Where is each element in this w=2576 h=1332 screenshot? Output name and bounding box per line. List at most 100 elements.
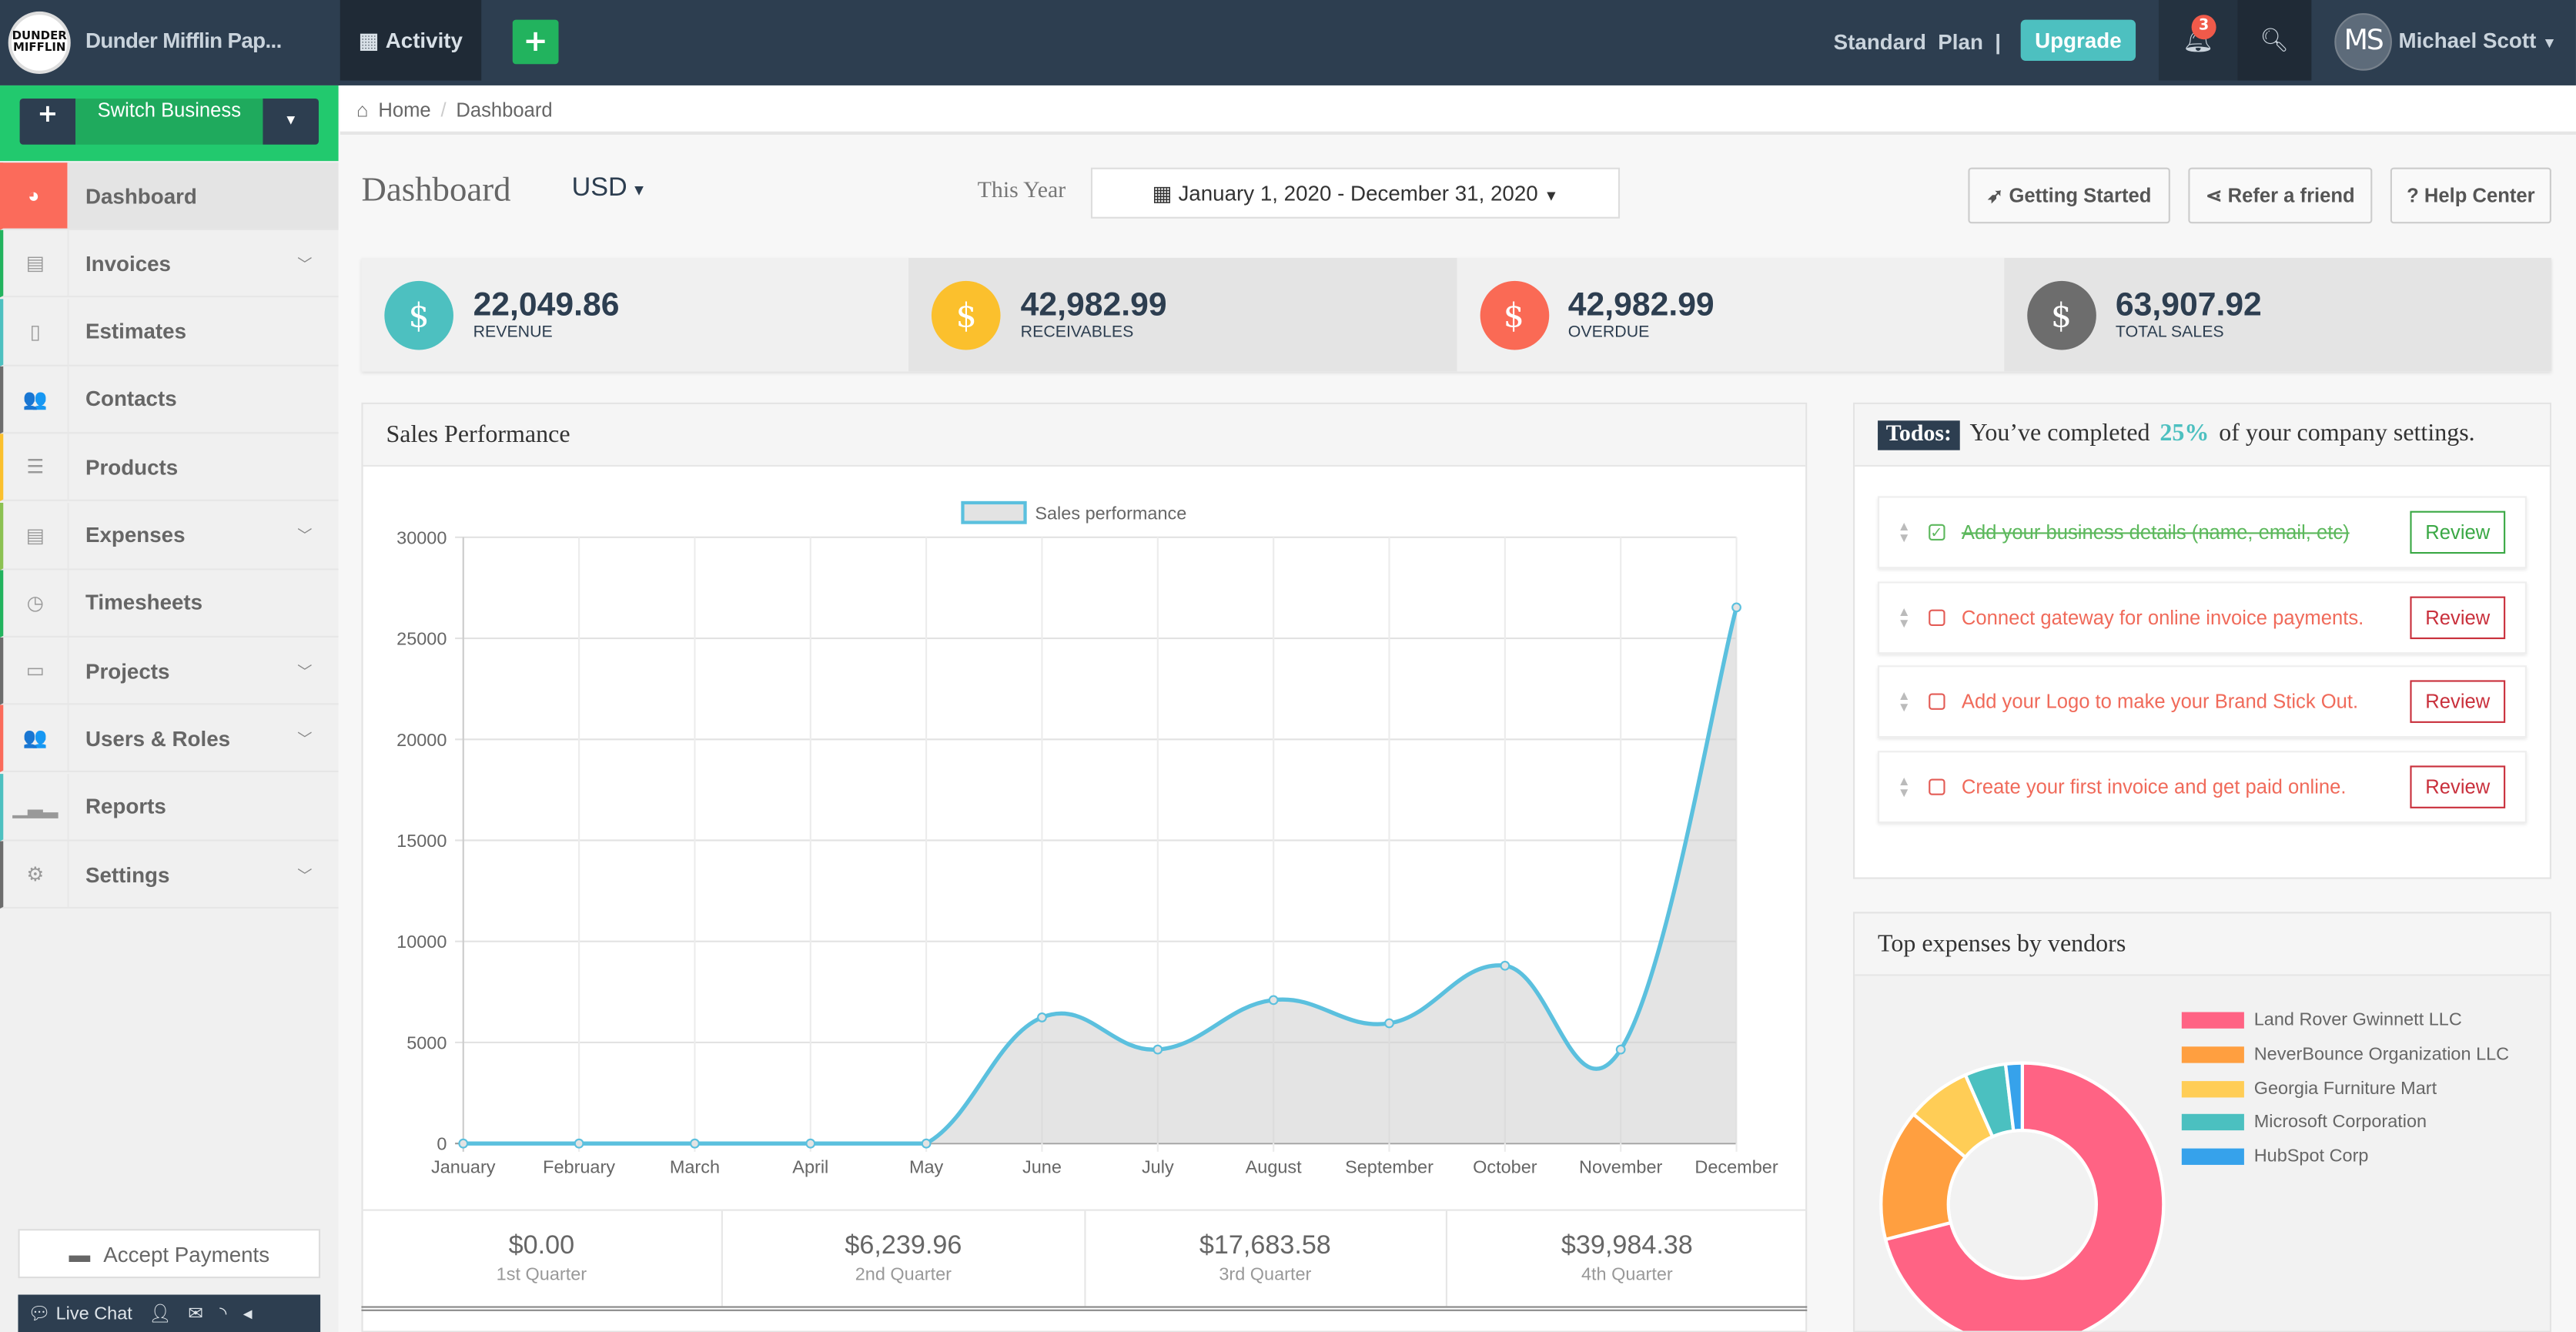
- donut-legend-item[interactable]: HubSpot Corp: [2181, 1147, 2368, 1166]
- business-name[interactable]: Dunder Mifflin Pap...: [85, 28, 282, 53]
- x-tick-label: October: [1473, 1157, 1537, 1177]
- x-tick-label: August: [1246, 1157, 1303, 1177]
- user-icon[interactable]: 👤︎: [149, 1304, 172, 1324]
- getting-started-button[interactable]: ➶ Getting Started: [1968, 167, 2170, 224]
- dollar-icon: $: [2026, 279, 2096, 350]
- live-chat-bar: 💬︎ Live Chat 👤︎ ✉ ◝ ◂: [18, 1294, 321, 1332]
- todo-item: ▲ ▼ Add your Logo to make your Brand Stick…: [1878, 665, 2527, 738]
- quarter-value: $0.00: [508, 1232, 575, 1260]
- stat-revenue[interactable]: $22,049.86 REVENUE: [361, 258, 909, 372]
- sidebar-item-contacts[interactable]: 👥 Contacts: [0, 366, 339, 434]
- stat-receivables[interactable]: $42,982.99 RECEIVABLES: [908, 258, 1457, 372]
- data-point: [458, 1138, 469, 1149]
- add-business-button[interactable]: +: [19, 99, 76, 145]
- review-button[interactable]: Review: [2410, 680, 2506, 723]
- stat-total-sales[interactable]: $63,907.92 TOTAL SALES: [2003, 258, 2551, 372]
- stat-overdue[interactable]: $42,982.99 OVERDUE: [1456, 258, 2004, 372]
- bell-icon[interactable]: 🔔︎: [2158, 0, 2238, 81]
- switch-business-button[interactable]: Switch Business: [75, 99, 263, 145]
- breadcrumb-home[interactable]: Home: [378, 99, 431, 122]
- donut-slice: [1883, 1061, 2166, 1331]
- donut-legend-item[interactable]: Land Rover Gwinnett LLC: [2181, 1010, 2462, 1030]
- sidebar-item-users-roles[interactable]: 👥 Users & Roles ﹀: [0, 705, 339, 773]
- quick-add-button[interactable]: +: [512, 19, 559, 65]
- x-tick-label: June: [1022, 1157, 1062, 1177]
- data-point: [921, 1138, 932, 1149]
- help-center-button[interactable]: ? Help Center: [2390, 167, 2551, 224]
- chart-legend[interactable]: Sales performance: [961, 500, 1186, 524]
- stat-value: 63,907.92: [2115, 287, 2262, 324]
- collapse-icon[interactable]: ◂: [243, 1304, 253, 1324]
- user-name: Michael Scott: [2398, 28, 2537, 53]
- activity-button[interactable]: ▦ Activity: [340, 0, 482, 81]
- todo-text: Connect gateway for online invoice payme…: [1961, 605, 2364, 629]
- currency-select[interactable]: USD ▾: [572, 174, 644, 203]
- refer-friend-button[interactable]: ⋖ Refer a friend: [2188, 167, 2373, 224]
- drag-handle-icon[interactable]: ▲ ▼: [1897, 519, 1911, 546]
- dashboard-icon: ◕: [0, 162, 69, 229]
- envelope-icon[interactable]: ✉: [188, 1304, 203, 1324]
- todo-item: ▲ ▼ Create your first invoice and get paid…: [1878, 750, 2527, 823]
- sidebar-item-label: Reports: [85, 794, 166, 819]
- checkbox[interactable]: [1929, 778, 1945, 795]
- x-tick-label: July: [1142, 1157, 1174, 1177]
- checked-checkbox[interactable]: ✓: [1929, 524, 1945, 541]
- upgrade-button[interactable]: Upgrade: [2020, 19, 2136, 61]
- sidebar-item-estimates[interactable]: ▯ Estimates: [0, 298, 339, 366]
- todo-item: ▲ ▼ ✓ Add your business details (name, emai…: [1878, 496, 2527, 569]
- legend-label: Georgia Furniture Mart: [2253, 1079, 2437, 1099]
- sidebar-item-expenses[interactable]: ▤ Expenses ﹀: [0, 501, 339, 570]
- sidebar-item-dashboard[interactable]: ◕ Dashboard: [0, 162, 339, 230]
- data-point: [690, 1138, 700, 1149]
- range-label: This Year: [977, 179, 1066, 204]
- sidebar-item-settings[interactable]: ⚙ Settings ﹀: [0, 841, 339, 909]
- caret-down-icon: ▼: [1544, 187, 1559, 204]
- avatar[interactable]: MS: [2334, 13, 2392, 71]
- live-chat-button[interactable]: 💬︎ Live Chat: [28, 1304, 132, 1324]
- sales-performance-panel: Sales Performance: [361, 402, 1808, 1332]
- donut-legend-item[interactable]: Georgia Furniture Mart: [2181, 1079, 2437, 1099]
- sidebar-item-timesheets[interactable]: ◷ Timesheets: [0, 570, 339, 638]
- switch-business-dropdown[interactable]: ▾: [263, 99, 319, 145]
- drag-handle-icon[interactable]: ▲ ▼: [1897, 688, 1911, 715]
- search-icon[interactable]: 🔍︎: [2237, 0, 2312, 81]
- review-button[interactable]: Review: [2410, 595, 2506, 639]
- checkbox[interactable]: [1929, 693, 1945, 710]
- rss-icon[interactable]: ◝: [219, 1304, 227, 1324]
- drag-handle-icon[interactable]: ▲ ▼: [1897, 772, 1911, 800]
- sidebar-item-label: Expenses: [85, 522, 186, 547]
- share-icon: ⋖: [2205, 183, 2223, 207]
- stats-row: $22,049.86 REVENUE $42,982.99 RECEIVABLES $4…: [361, 258, 2551, 372]
- accept-payments-label: Accept Payments: [103, 1241, 270, 1267]
- caret-down-icon: ▼: [2542, 34, 2558, 52]
- y-tick-label: 30000: [396, 527, 447, 547]
- sidebar-item-reports[interactable]: ▁▃▂ Reports: [0, 773, 339, 841]
- sidebar-item-projects[interactable]: ▭ Projects ﹀: [0, 638, 339, 705]
- review-button[interactable]: Review: [2410, 765, 2506, 808]
- review-button[interactable]: Review: [2410, 510, 2506, 554]
- sales-performance-title: Sales Performance: [363, 403, 1806, 467]
- quarter-totals: $0.00 1st Quarter $6,239.96 2nd Quarter $17,…: [361, 1209, 1808, 1311]
- gear-icon: ⚙: [3, 841, 69, 907]
- date-range-picker[interactable]: ▦ January 1, 2020 - December 31, 2020 ▼: [1090, 167, 1621, 219]
- x-tick-label: April: [792, 1157, 828, 1177]
- drag-handle-icon[interactable]: ▲ ▼: [1897, 604, 1911, 631]
- stat-label: OVERDUE: [1567, 323, 1650, 342]
- chevron-down-icon: ﹀: [297, 866, 313, 883]
- home-icon: ⌂: [356, 99, 369, 122]
- accept-payments-button[interactable]: ▬ Accept Payments: [18, 1229, 321, 1279]
- user-menu[interactable]: Michael Scott ▼: [2398, 28, 2557, 52]
- stat-label: TOTAL SALES: [2115, 323, 2224, 342]
- quarter-total: $0.00 1st Quarter: [361, 1210, 724, 1307]
- company-logo[interactable]: DUNDER MIFFLIN: [8, 11, 71, 75]
- sidebar-item-products[interactable]: ☰ Products: [0, 433, 339, 502]
- todo-text: Add your business details (name, email, …: [1961, 520, 2350, 544]
- donut-legend-item[interactable]: NeverBounce Organization LLC: [2181, 1045, 2509, 1064]
- sidebar-item-invoices[interactable]: ▤ Invoices ﹀: [0, 230, 339, 298]
- sidebar-item-label: Users & Roles: [85, 725, 231, 751]
- todos-text: You’ve completed: [1969, 420, 2150, 447]
- legend-label: Sales performance: [1035, 503, 1186, 523]
- y-tick-label: 25000: [396, 629, 447, 649]
- checkbox[interactable]: [1929, 608, 1945, 625]
- donut-legend-item[interactable]: Microsoft Corporation: [2181, 1113, 2427, 1133]
